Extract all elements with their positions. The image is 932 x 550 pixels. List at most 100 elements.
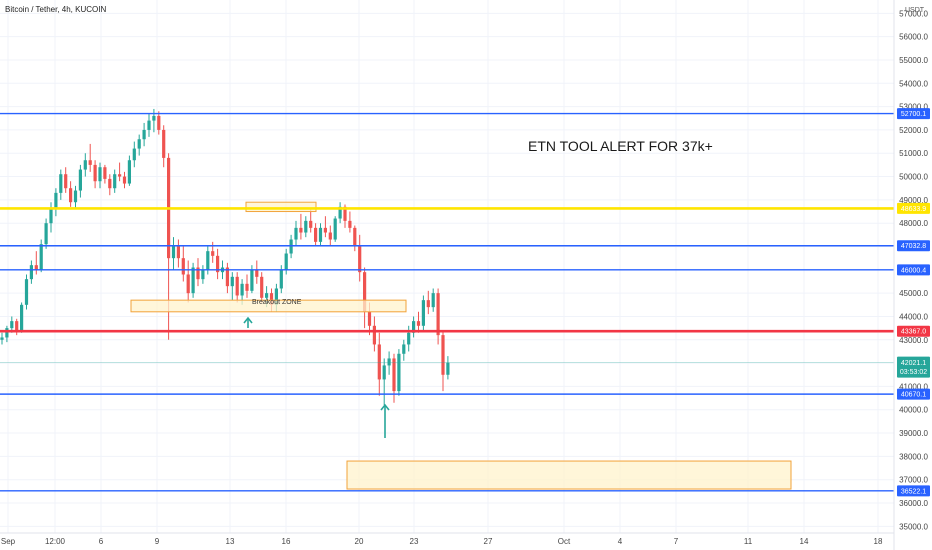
candle-body [196, 267, 200, 280]
y-tick-label: 48000.0 [899, 219, 928, 228]
candle-body [147, 120, 151, 130]
x-tick-label: 4 [618, 537, 623, 546]
level-tag-label: 46000.4 [901, 267, 926, 274]
candle-body [59, 174, 63, 193]
candle-body [0, 337, 4, 340]
x-tick-label: 13 [226, 537, 235, 546]
countdown-label: 03:53:02 [900, 369, 927, 376]
level-tag [897, 108, 930, 120]
y-tick-label: 35000.0 [899, 522, 928, 531]
candle-body [402, 344, 406, 354]
y-tick-label: 51000.0 [899, 149, 928, 158]
y-tick-label: 55000.0 [899, 56, 928, 65]
candle-body [176, 246, 180, 259]
candle-body [412, 321, 416, 333]
x-tick-label: 20 [355, 537, 364, 546]
candle-body [83, 160, 87, 170]
x-tick-label: Sep [1, 537, 16, 546]
x-tick-label: 9 [155, 537, 160, 546]
candle-body [93, 164, 97, 182]
level-tag [897, 264, 930, 276]
candle-body [20, 304, 24, 331]
zone-box [130, 299, 407, 313]
candle-body [309, 220, 313, 228]
candle-body [152, 115, 156, 121]
breakout-arrow-icon-head [243, 316, 253, 324]
arrows [243, 316, 390, 438]
candle-body [206, 251, 210, 270]
candle-body [49, 209, 53, 224]
y-tick-label: 50000.0 [899, 173, 928, 182]
candle-body [289, 239, 293, 254]
candle-body [245, 283, 249, 291]
level-tag-label: 40670.1 [901, 392, 926, 399]
price-axis[interactable]: 35000.0 36000.0 37000.0 38000.0 39000.0 40000… [899, 9, 928, 531]
candle-body [284, 253, 288, 270]
y-tick-label: 54000.0 [899, 79, 928, 88]
level-tag [897, 202, 930, 214]
candle-body [108, 178, 112, 189]
candle-body [255, 269, 259, 277]
candle-body [397, 353, 401, 392]
candle-body [348, 220, 352, 228]
y-tick-label: 37000.0 [899, 476, 928, 485]
candle-body [367, 311, 372, 326]
candle-body [333, 218, 337, 240]
candle-body [260, 276, 264, 298]
y-tick-label: 38000.0 [899, 452, 928, 461]
level-tag-label: 52700.1 [901, 111, 926, 118]
time-axis[interactable]: Sep 12:00 6 9 13 16 20 23 27 Oct 4 7 11 14 18 [1, 537, 883, 546]
candle-body [15, 321, 19, 331]
x-tick-label: 18 [874, 537, 883, 546]
y-tick-label: 44000.0 [899, 312, 928, 321]
candle-body [171, 246, 176, 259]
x-tick-label: 23 [410, 537, 419, 546]
candle-body [323, 227, 327, 233]
candle-body [318, 227, 323, 242]
candle-body [10, 321, 14, 329]
candle-body [353, 227, 357, 247]
zones [130, 201, 792, 490]
candle-body [358, 246, 362, 273]
candle-body [294, 227, 298, 240]
level-tag [897, 325, 930, 337]
candle-body [387, 358, 391, 366]
candle-body [5, 328, 9, 338]
breakout-zone-label: Breakout ZONE [252, 299, 302, 306]
candle-body [265, 293, 269, 298]
candle-body [328, 232, 332, 240]
candle-body [279, 269, 283, 289]
candle-body [372, 325, 376, 345]
level-tag-label: 47032.8 [901, 243, 926, 250]
x-tick-label: 6 [99, 537, 104, 546]
bounce-arrow-icon-head [380, 403, 390, 411]
candle-body [73, 190, 78, 203]
last-price-tag [897, 356, 930, 378]
candle-body [343, 206, 347, 221]
candle-body [314, 227, 318, 242]
candle-body [118, 174, 122, 177]
level-tags: 52700.1 48633.9 47032.8 46000.4 43367.0 40670… [897, 108, 930, 497]
currency-label: USDT [905, 7, 925, 14]
level-tag [897, 388, 930, 400]
candle-body [426, 300, 430, 308]
candle-body [235, 276, 239, 296]
level-tag-label: 43367.0 [901, 329, 926, 336]
x-tick-label: 7 [674, 537, 679, 546]
y-tick-label: 53000.0 [899, 103, 928, 112]
candle-body [299, 227, 303, 233]
x-tick-label: 14 [800, 537, 809, 546]
y-tick-label: 45000.0 [899, 289, 928, 298]
candle-body [240, 283, 244, 296]
candle-body [363, 272, 367, 312]
candle-body [103, 167, 107, 179]
y-tick-label: 56000.0 [899, 33, 928, 42]
candle-body [392, 358, 396, 392]
candle-body [441, 335, 445, 375]
candle-body [269, 293, 274, 305]
candle-body [98, 167, 102, 182]
last-price-label: 42021.1 [901, 360, 926, 367]
candle-body [421, 300, 425, 326]
